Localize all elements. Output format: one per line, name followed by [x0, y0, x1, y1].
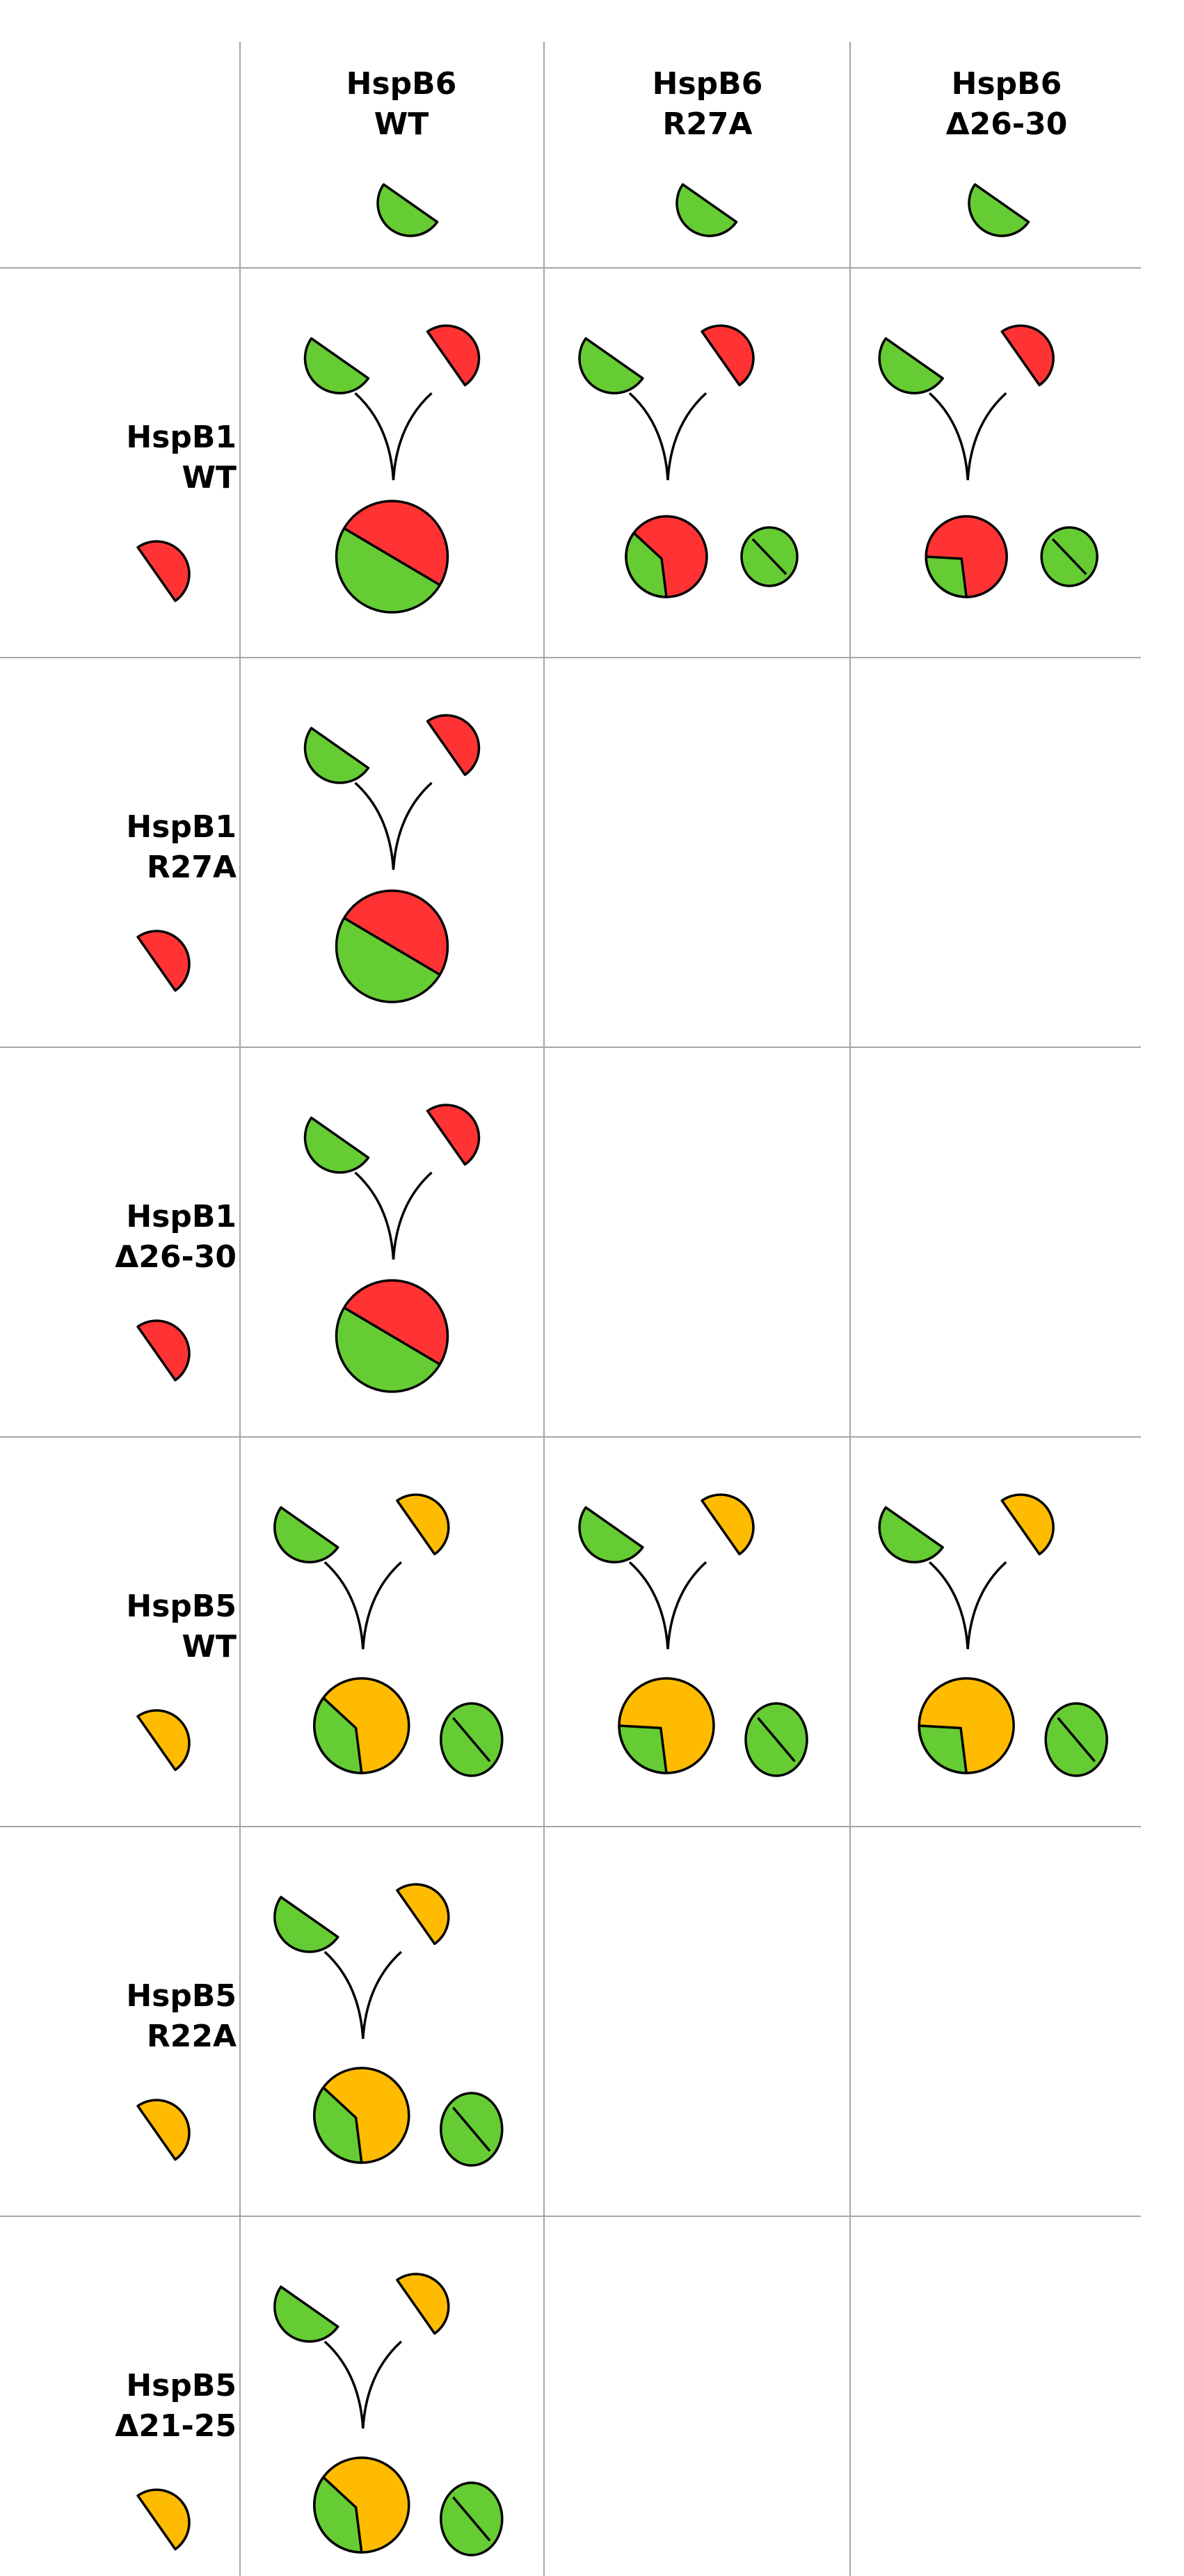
row-header-hspb1-wt: HspB1 WT [56, 418, 237, 498]
row-header-variant: WT [182, 460, 237, 495]
hspb6-dimer-divider [452, 1717, 491, 1763]
assembly-arrow-icon [628, 392, 707, 481]
hspb6-dimer-divider [751, 538, 787, 575]
row-header-name: HspB5 [126, 1589, 237, 1624]
partner-monomer-icon [136, 1709, 191, 1772]
hspb6-monomer-icon [303, 726, 370, 784]
hspb6-dimer-divider [757, 1717, 796, 1763]
row-header-variant: Δ26-30 [115, 1239, 237, 1275]
partner-monomer-icon [701, 324, 755, 387]
hspb6-monomer-icon [303, 337, 370, 395]
partner-monomer-icon [1000, 324, 1055, 387]
hspb6-monomer-icon [273, 2285, 339, 2343]
assembly-arrow-icon [628, 1561, 707, 1650]
hspb6-dimer-divider [452, 2496, 491, 2542]
assembly-arrow-icon [929, 392, 1007, 481]
complex-divider [343, 916, 441, 976]
partner-monomer-icon [136, 930, 191, 992]
assembly-arrow-icon [354, 392, 433, 481]
partner-monomer-icon [426, 1104, 481, 1166]
hetero-complex-icon [313, 1677, 410, 1774]
partner-monomer-icon [136, 2488, 191, 2551]
hspb6-monomer-icon [578, 1506, 644, 1564]
column-header-variant: Δ26-30 [945, 106, 1068, 142]
hetero-complex-icon [335, 889, 449, 1003]
partner-monomer-icon [136, 1319, 191, 1382]
hspb6-dimer-divider [1051, 538, 1087, 575]
row-header-hspb5-d21-25: HspB5 Δ21-25 [56, 2366, 237, 2447]
hspb6-dimer-divider [1057, 1717, 1096, 1763]
column-header-name: HspB6 [951, 66, 1062, 102]
row-header-name: HspB1 [126, 1199, 237, 1234]
partner-monomer-icon [426, 714, 481, 777]
row-header-hspb5-wt: HspB5 WT [56, 1587, 237, 1667]
complex-partner-part [344, 1280, 448, 1365]
assembly-arrow-icon [323, 2340, 402, 2429]
partner-monomer-icon [396, 2273, 450, 2335]
column-header-hspb6-r27a: HspB6 R27A [568, 64, 847, 145]
complex-partner-part [344, 501, 448, 585]
partner-monomer-icon [136, 2099, 191, 2161]
column-header-hspb6-wt: HspB6 WT [262, 64, 541, 145]
assembly-arrow-icon [354, 781, 433, 870]
row-header-hspb5-r22a: HspB5 R22A [56, 1976, 237, 2057]
row-header-hspb1-d26-30: HspB1 Δ26-30 [56, 1197, 237, 1278]
row-header-variant: Δ21-25 [115, 2408, 237, 2444]
assembly-arrow-icon [354, 1171, 433, 1260]
hspb6-monomer-icon [273, 1895, 339, 1953]
row-header-name: HspB1 [126, 809, 237, 845]
column-header-hspb6-d26-30: HspB6 Δ26-30 [867, 64, 1146, 145]
row-header-name: HspB1 [126, 420, 237, 455]
complex-partner-part [344, 891, 448, 975]
row-header-variant: R27A [146, 850, 237, 885]
column-header-variant: WT [374, 106, 429, 142]
hetero-complex-icon [625, 515, 708, 598]
row-header-name: HspB5 [126, 1978, 237, 2014]
assembly-arrow-icon [323, 1950, 402, 2040]
column-header-variant: R27A [662, 106, 753, 142]
partner-monomer-icon [136, 540, 191, 603]
hetero-complex-icon [313, 2456, 410, 2554]
assembly-arrow-icon [929, 1561, 1007, 1650]
partner-monomer-icon [396, 1493, 450, 1556]
hspb6-dimer-divider [452, 2106, 491, 2152]
assembly-arrow-icon [323, 1561, 402, 1650]
hspb6-monomer-icon [303, 1116, 370, 1174]
row-header-variant: R22A [146, 2019, 237, 2054]
hetero-complex-icon [335, 1279, 449, 1393]
hetero-complex-icon [925, 515, 1008, 598]
partner-monomer-icon [426, 324, 481, 387]
hetero-complex-icon [313, 2067, 410, 2164]
hetero-complex-icon [918, 1677, 1015, 1774]
partner-monomer-icon [701, 1493, 755, 1556]
row-header-hspb1-r27a: HspB1 R27A [56, 807, 237, 888]
row-header-variant: WT [182, 1629, 237, 1664]
hspb6-monomer-icon [878, 1506, 944, 1564]
partner-monomer-icon [396, 1883, 450, 1946]
hetero-complex-icon [335, 500, 449, 614]
complex-divider [343, 1306, 441, 1366]
hspb6-monomer-icon [968, 183, 1030, 237]
hspb6-monomer-icon [273, 1506, 339, 1564]
hspb6-monomer-icon [675, 183, 738, 237]
row-header-name: HspB5 [126, 2368, 237, 2403]
complex-divider [343, 527, 441, 587]
column-header-name: HspB6 [346, 66, 457, 102]
hetero-complex-icon [618, 1677, 715, 1774]
hspb6-monomer-icon [878, 337, 944, 395]
column-header-name: HspB6 [652, 66, 763, 102]
hspb6-monomer-icon [376, 183, 439, 237]
hspb6-monomer-icon [578, 337, 644, 395]
partner-monomer-icon [1000, 1493, 1055, 1556]
